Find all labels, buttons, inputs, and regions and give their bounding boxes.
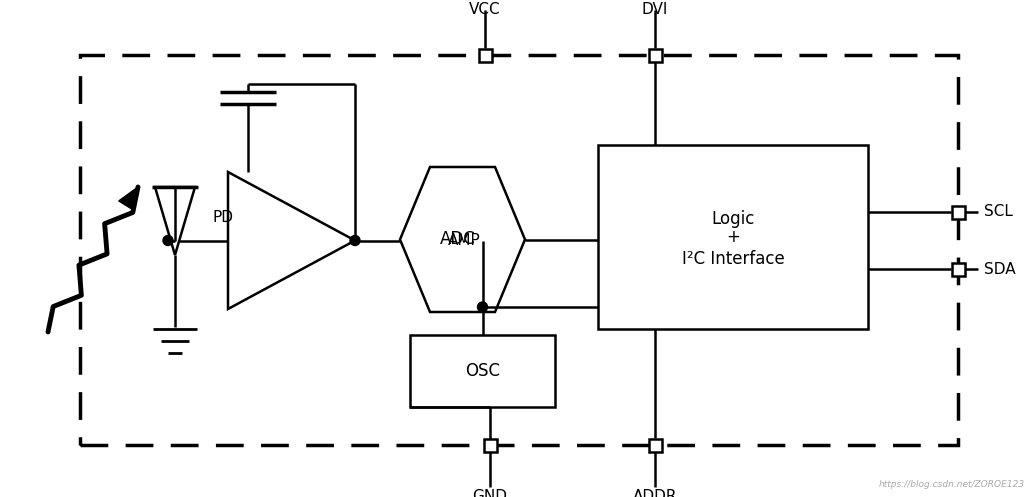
Bar (649, 49, 661, 62)
Text: GND: GND (472, 489, 507, 497)
Polygon shape (400, 167, 525, 312)
Circle shape (477, 302, 488, 312)
Bar (951, 205, 965, 219)
Polygon shape (155, 187, 195, 255)
Text: ADDR: ADDR (633, 489, 678, 497)
Polygon shape (119, 187, 138, 210)
Text: OSC: OSC (465, 362, 500, 380)
Text: +: + (726, 228, 740, 246)
Text: PD: PD (213, 210, 234, 225)
Bar (951, 262, 965, 275)
Text: I²C Interface: I²C Interface (682, 250, 784, 268)
Bar (598, 145, 868, 329)
Circle shape (350, 236, 359, 246)
Bar (478, 49, 492, 62)
Text: ADC: ADC (440, 231, 475, 248)
Text: https://blog.csdn.net/ZOROE123: https://blog.csdn.net/ZOROE123 (879, 480, 1025, 489)
Text: VCC: VCC (469, 2, 501, 17)
Text: SCL: SCL (984, 204, 1013, 220)
Text: AMP: AMP (448, 233, 481, 248)
Text: DVI: DVI (641, 2, 668, 17)
Circle shape (163, 236, 173, 246)
Bar (80, 55, 958, 445)
Text: SDA: SDA (984, 261, 1015, 276)
Text: Logic: Logic (712, 210, 755, 228)
Bar (483, 438, 497, 451)
Bar (410, 335, 555, 407)
Polygon shape (228, 172, 355, 309)
Bar (649, 438, 661, 451)
